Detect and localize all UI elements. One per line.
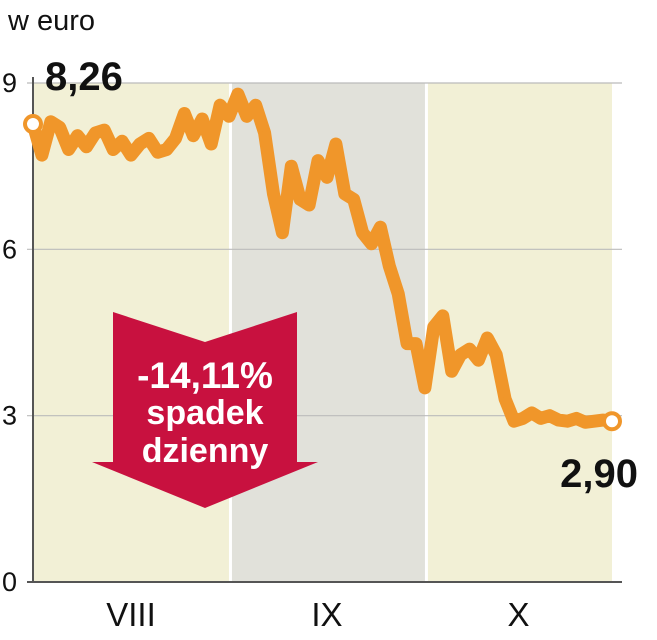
data-point (324, 174, 330, 180)
drop-callout: -14,11% spadek dzienny (92, 312, 318, 508)
data-point (404, 341, 410, 347)
data-point (155, 149, 161, 155)
y-axis-ticks: 0 3 6 9 (2, 68, 17, 597)
data-point (458, 352, 464, 358)
data-point (235, 91, 241, 97)
x-tick-label: VIII (106, 596, 156, 633)
data-point (315, 158, 321, 164)
data-point (360, 230, 366, 236)
data-point (386, 263, 392, 269)
data-point (306, 202, 312, 208)
data-point (128, 152, 134, 158)
data-point (271, 191, 277, 197)
data-point (110, 147, 116, 153)
data-point (199, 116, 205, 122)
data-point (288, 163, 294, 169)
down-arrow-icon (92, 312, 318, 508)
x-axis-ticks: VIII IX X (106, 596, 529, 633)
data-point (137, 141, 143, 147)
y-tick-label: 6 (2, 234, 17, 264)
data-point (564, 418, 570, 424)
data-point (297, 196, 303, 202)
data-point (422, 385, 428, 391)
data-point (217, 102, 223, 108)
data-point (173, 135, 179, 141)
data-point (368, 241, 374, 247)
y-tick-label: 0 (2, 567, 17, 597)
data-point (75, 133, 81, 139)
callout-percent: -14,11% (137, 355, 273, 396)
data-point (440, 313, 446, 319)
data-point (431, 324, 437, 330)
data-point (413, 341, 419, 347)
price-series (23, 87, 622, 432)
data-point (582, 419, 588, 425)
callout-line2: dzienny (142, 432, 269, 470)
callout-line1: spadek (146, 394, 263, 432)
data-point (475, 357, 481, 363)
data-point (92, 130, 98, 136)
data-point (39, 152, 45, 158)
x-tick-label: IX (311, 596, 342, 633)
data-point (520, 415, 526, 421)
data-point (190, 133, 196, 139)
data-point (279, 230, 285, 236)
data-point (529, 410, 535, 416)
start-marker (23, 114, 43, 135)
period-band-3 (427, 83, 612, 582)
data-point (226, 113, 232, 119)
data-point (502, 396, 508, 402)
data-point (146, 135, 152, 141)
y-tick-label: 9 (2, 68, 17, 98)
start-value-label: 8,26 (45, 55, 123, 99)
data-point (466, 346, 472, 352)
x-tick-label: X (507, 596, 529, 633)
y-tick-label: 3 (2, 401, 17, 431)
end-value-label: 2,90 (560, 452, 638, 496)
data-point (351, 196, 357, 202)
data-point (573, 415, 579, 421)
data-point (244, 113, 250, 119)
data-point (547, 413, 553, 419)
data-point (591, 418, 597, 424)
data-point (556, 417, 562, 423)
data-point (449, 368, 455, 374)
data-point (164, 147, 170, 153)
data-point (333, 141, 339, 147)
data-point (208, 141, 214, 147)
data-point (395, 291, 401, 297)
data-point (538, 415, 544, 421)
data-point (493, 352, 499, 358)
data-point (484, 335, 490, 341)
data-point (511, 418, 517, 424)
data-point (57, 124, 63, 130)
data-point (253, 102, 259, 108)
data-point (119, 138, 125, 144)
data-point (83, 144, 89, 150)
data-point (181, 110, 187, 116)
unit-label: w euro (7, 5, 95, 37)
end-marker (602, 411, 622, 432)
data-point (342, 191, 348, 197)
data-point (66, 147, 72, 153)
data-point (377, 224, 383, 230)
data-point (48, 119, 54, 125)
data-point (262, 130, 268, 136)
data-point (101, 127, 107, 133)
